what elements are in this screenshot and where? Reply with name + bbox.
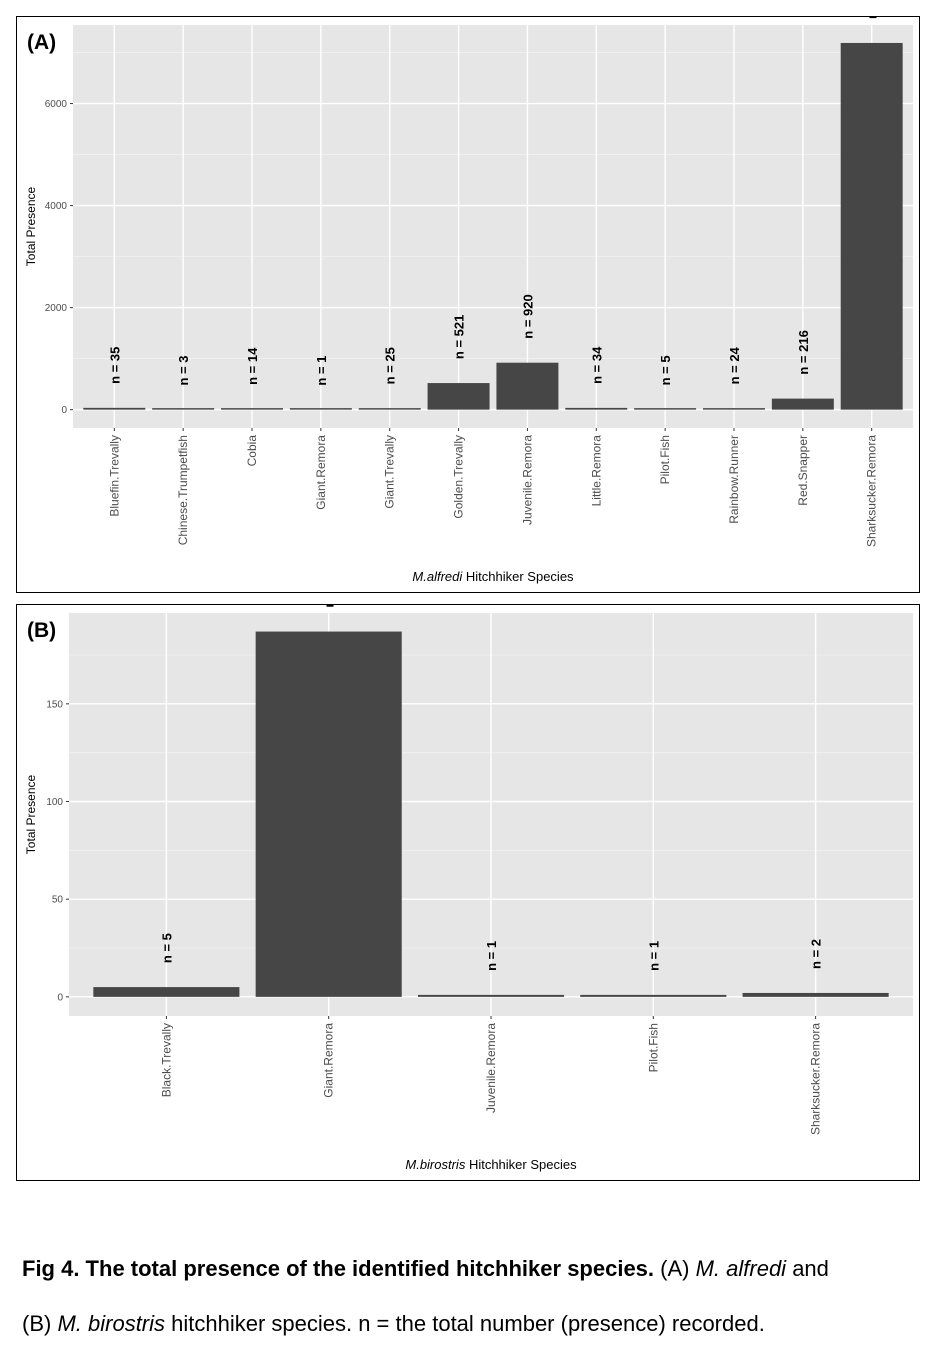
chart-panel-a: n = 35 n = 3 n = 14 n = 1 n = 25 n = 521 n = 9… bbox=[16, 16, 920, 593]
chart-b-data-label: n = 187 bbox=[322, 605, 337, 608]
chart-a-x-tick-label: Chinese.Trumpetfish bbox=[176, 435, 190, 545]
chart-a-bar-chinese-trumpetfish bbox=[152, 408, 215, 410]
chart-a-y-tick-label: 2000 bbox=[45, 303, 68, 314]
chart-a-bar-rainbow-runner bbox=[703, 408, 765, 410]
chart-a-y-tick-label: 0 bbox=[61, 405, 67, 416]
chart-b-svg: n = 5 n = 187 n = 1 n = 1 n = 2 0 50 100 150 Blac… bbox=[24, 605, 913, 1172]
caption-line-2: (B) M. birostris hitchhiker species. n =… bbox=[22, 1311, 765, 1336]
chart-a-x-axis-title-rest: Hitchhiker Species bbox=[462, 569, 574, 584]
chart-b-y-tick-label: 100 bbox=[46, 797, 63, 808]
chart-a-x-tick-label: Bluefin.Trevally bbox=[107, 435, 121, 517]
chart-b-x-tick-label: Pilot.Fish bbox=[646, 1023, 660, 1072]
chart-b-bar-black-trevally bbox=[93, 987, 240, 997]
chart-a-svg: n = 35 n = 3 n = 14 n = 1 n = 25 n = 521 n = 9… bbox=[24, 17, 913, 584]
chart-b-data-label: n = 1 bbox=[646, 941, 661, 971]
chart-a-data-label: n = 216 bbox=[796, 330, 811, 374]
chart-a-y-tick-label: 4000 bbox=[45, 201, 68, 212]
chart-a-panel-label: (A) bbox=[27, 31, 56, 54]
chart-b-x-tick-label: Giant.Remora bbox=[322, 1023, 336, 1098]
chart-a-x-tick-label: Sharksucker.Remora bbox=[865, 435, 879, 547]
chart-b-y-tick-label: 0 bbox=[57, 992, 63, 1003]
chart-b-data-label: n = 1 bbox=[484, 941, 499, 971]
chart-b-x-axis-title-species: M.birostris bbox=[405, 1157, 465, 1172]
chart-a-x-axis-title-species: M.alfredi bbox=[412, 569, 463, 584]
chart-a-bar-giant-trevally bbox=[358, 408, 421, 410]
chart-b-y-axis-title: Total Presence bbox=[24, 774, 38, 854]
chart-b-data-label: n = 5 bbox=[159, 933, 174, 963]
chart-b-bar-sharksucker-remora bbox=[742, 992, 889, 997]
chart-a-data-label: n = 35 bbox=[107, 347, 122, 384]
chart-a-y-tick-label: 6000 bbox=[45, 99, 68, 110]
caption-title: Fig 4. The total presence of the identif… bbox=[22, 1256, 655, 1281]
caption-line-1: Fig 4. The total presence of the identif… bbox=[22, 1256, 829, 1281]
chart-b-bar-juvenile-remora bbox=[417, 994, 565, 997]
chart-a-x-tick-label: Little.Remora bbox=[589, 435, 603, 507]
chart-a-y-axis-title: Total Presence bbox=[24, 186, 38, 266]
chart-a-bar-pilot-fish bbox=[634, 408, 697, 410]
chart-b-y-tick-label: 150 bbox=[46, 699, 63, 710]
chart-b-y-tick-label: 50 bbox=[52, 895, 64, 906]
chart-b-bar-pilot-fish bbox=[580, 994, 727, 997]
chart-b-x-tick-label: Black.Trevally bbox=[159, 1023, 173, 1097]
chart-a-bar-bluefin-trevally bbox=[83, 407, 146, 410]
chart-a-bar-cobia bbox=[221, 408, 283, 410]
chart-a-x-tick-label: Rainbow.Runner bbox=[727, 435, 741, 524]
chart-a-data-label: n = 25 bbox=[383, 347, 398, 384]
chart-b-x-tick-label: Juvenile.Remora bbox=[484, 1023, 498, 1113]
chart-a-bar-little-remora bbox=[565, 407, 628, 410]
chart-a-bar-sharksucker-remora bbox=[840, 42, 903, 410]
chart-a-bar-giant-remora bbox=[289, 408, 352, 410]
chart-a-x-tick-label: Golden.Trevally bbox=[452, 435, 466, 519]
chart-a-x-tick-label: Cobia bbox=[245, 435, 259, 467]
chart-b-panel-label: (B) bbox=[27, 619, 56, 642]
chart-a-data-label: n = 920 bbox=[520, 294, 535, 338]
chart-a-x-tick-label: Pilot.Fish bbox=[658, 435, 672, 484]
chart-panel-b: n = 5 n = 187 n = 1 n = 1 n = 2 0 50 100 150 Blac… bbox=[16, 604, 920, 1181]
chart-a-bar-red-snapper bbox=[771, 398, 834, 410]
chart-a-bar-juvenile-remora bbox=[496, 362, 559, 410]
chart-a-plot-background bbox=[73, 25, 913, 428]
chart-b-data-label: n = 2 bbox=[809, 939, 824, 969]
chart-a-x-axis-title: M.alfredi Hitchhiker Species bbox=[412, 569, 574, 584]
figure-caption: Fig 4. The total presence of the identif… bbox=[22, 1241, 927, 1351]
chart-a-data-label: n = 24 bbox=[727, 346, 742, 384]
chart-b-bar-giant-remora bbox=[255, 631, 402, 997]
chart-a-data-label: n = 521 bbox=[452, 315, 467, 359]
chart-a-x-tick-label: Giant.Trevally bbox=[383, 435, 397, 509]
chart-a-data-label: n = 5 bbox=[658, 355, 673, 385]
chart-a-x-tick-label: Giant.Remora bbox=[314, 435, 328, 510]
chart-b-x-axis-title-rest: Hitchhiker Species bbox=[465, 1157, 577, 1172]
chart-a-bar-golden-trevally bbox=[427, 383, 490, 410]
chart-a-data-label: n = 3 bbox=[176, 355, 191, 385]
chart-a-data-label: n = 7188 bbox=[865, 17, 880, 19]
chart-a-data-label: n = 1 bbox=[314, 356, 329, 386]
chart-a-x-tick-label: Red.Snapper bbox=[796, 435, 810, 506]
chart-a-data-label: n = 14 bbox=[245, 347, 260, 385]
chart-b-x-tick-label: Sharksucker.Remora bbox=[809, 1023, 823, 1135]
chart-b-x-axis-title: M.birostris Hitchhiker Species bbox=[405, 1157, 577, 1172]
chart-a-x-tick-label: Juvenile.Remora bbox=[520, 435, 534, 525]
chart-a-data-label: n = 34 bbox=[589, 346, 604, 384]
